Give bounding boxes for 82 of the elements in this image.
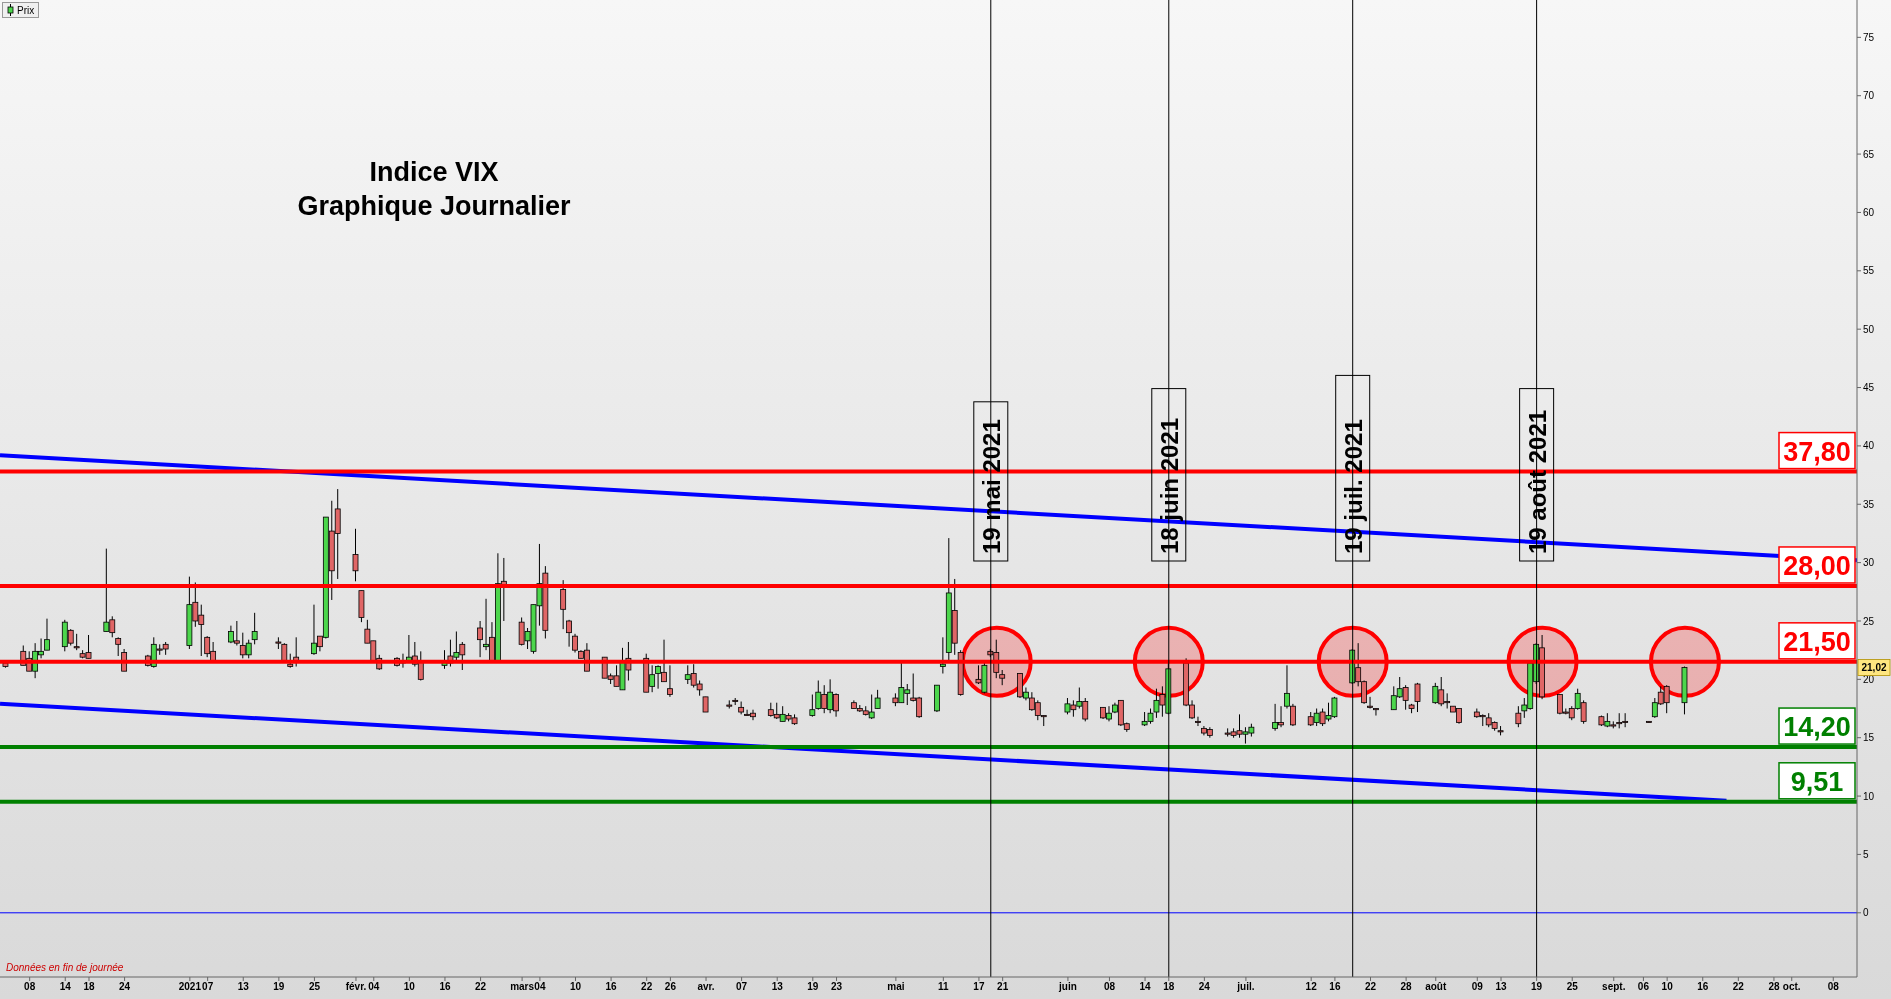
x-tick-label: 17 xyxy=(973,981,985,993)
x-tick-label: 04 xyxy=(368,981,380,993)
x-tick-label: 28 xyxy=(1400,981,1413,993)
x-tick-label: 14 xyxy=(59,981,72,993)
x-tick-label: 10 xyxy=(1661,981,1674,993)
x-tick-label: 24 xyxy=(1198,981,1211,993)
ref-line-label: 37,80 xyxy=(1783,436,1851,467)
annotation: Données en fin de journée xyxy=(6,962,124,973)
ref-line-label: 19 mai 2021 xyxy=(977,419,1005,554)
x-tick-label: sept. xyxy=(1602,981,1626,993)
x-tick-label: 18 xyxy=(83,981,95,993)
x-tick-label: 09 xyxy=(1471,981,1484,993)
x-tick-label: 07 xyxy=(736,981,748,993)
y-tick-label: 70 xyxy=(1863,90,1875,102)
ref-line-label: 19 juil. 2021 xyxy=(1339,419,1367,554)
y-tick-label: 40 xyxy=(1863,440,1875,452)
text: Graphique Journalier xyxy=(297,190,571,223)
x-tick-label: 16 xyxy=(1329,981,1341,993)
annotation: 21,02 xyxy=(1861,662,1887,674)
y-tick-label: 35 xyxy=(1863,498,1875,510)
x-tick-label: 12 xyxy=(1305,981,1318,993)
x-tick-label: 22 xyxy=(641,981,653,993)
x-tick-label: 26 xyxy=(664,981,677,993)
x-tick-label: 28 xyxy=(1768,981,1780,993)
x-tick-label: 16 xyxy=(439,981,451,993)
x-tick-label: 24 xyxy=(119,981,131,993)
text: Indice VIX xyxy=(368,156,500,189)
x-tick-label: 13 xyxy=(237,981,250,993)
x-tick-label: 16 xyxy=(1697,981,1709,993)
x-tick-label: 19 xyxy=(1531,981,1543,993)
x-tick-label: 06 xyxy=(1637,981,1650,993)
x-tick-label: 23 xyxy=(830,981,843,993)
y-tick-label: 45 xyxy=(1863,382,1875,394)
x-tick-label: 14 xyxy=(1139,981,1152,993)
x-tick-label: 13 xyxy=(1495,981,1508,993)
x-tick-label: oct. xyxy=(1782,981,1801,993)
x-tick-label: 22 xyxy=(475,981,487,993)
y-tick-label: 50 xyxy=(1863,323,1875,335)
x-tick-label: mars xyxy=(510,981,535,993)
y-tick-label: 30 xyxy=(1863,557,1875,569)
ref-line-label: 18 juin 2021 xyxy=(1155,417,1183,554)
x-tick-label: 16 xyxy=(605,981,618,993)
x-tick-label: 07 xyxy=(202,981,214,993)
y-tick-label: 5 xyxy=(1863,848,1869,860)
x-tick-label: 08 xyxy=(24,981,36,993)
y-tick-label: 65 xyxy=(1863,148,1875,160)
x-tick-label: mai xyxy=(887,981,905,993)
x-tick-label: 13 xyxy=(771,981,784,993)
ref-line-label: 21,50 xyxy=(1783,626,1851,657)
x-tick-label: 22 xyxy=(1364,981,1377,993)
x-tick-label: 21 xyxy=(997,981,1009,993)
x-tick-label: 2021 xyxy=(178,981,202,993)
x-tick-label: 19 xyxy=(807,981,819,993)
x-tick-label: 10 xyxy=(569,981,582,993)
y-tick-label: 75 xyxy=(1863,31,1875,43)
x-tick-label: 10 xyxy=(403,981,416,993)
y-tick-label: 20 xyxy=(1863,673,1875,685)
x-tick-label: juil. xyxy=(1236,981,1255,993)
x-tick-label: févr. xyxy=(345,981,367,993)
ref-line-label: 19 août 2021 xyxy=(1523,409,1551,554)
x-tick-label: 18 xyxy=(1163,981,1175,993)
y-tick-label: 10 xyxy=(1863,790,1875,802)
y-tick-label: 60 xyxy=(1863,206,1875,218)
x-tick-label: 08 xyxy=(1827,981,1840,993)
y-tick-label: 25 xyxy=(1863,615,1875,627)
x-tick-label: 19 xyxy=(273,981,285,993)
x-tick-label: juin xyxy=(1058,981,1077,993)
x-tick-label: 08 xyxy=(1103,981,1116,993)
x-tick-label: 11 xyxy=(938,981,950,993)
x-tick-label: août xyxy=(1425,981,1447,993)
ref-line-label: 9,51 xyxy=(1790,766,1844,797)
x-tick-label: 25 xyxy=(308,981,321,993)
legend-label: Prix xyxy=(17,4,35,16)
x-tick-label: 22 xyxy=(1732,981,1745,993)
y-tick-label: 55 xyxy=(1863,265,1875,277)
x-tick-label: 04 xyxy=(534,981,546,993)
ref-line-label: 14,20 xyxy=(1783,712,1851,743)
y-tick-label: 0 xyxy=(1863,907,1869,919)
x-tick-label: 25 xyxy=(1566,981,1579,993)
ref-line-label: 28,00 xyxy=(1783,550,1851,581)
y-tick-label: 15 xyxy=(1863,732,1875,744)
x-tick-label: avr. xyxy=(697,981,715,993)
